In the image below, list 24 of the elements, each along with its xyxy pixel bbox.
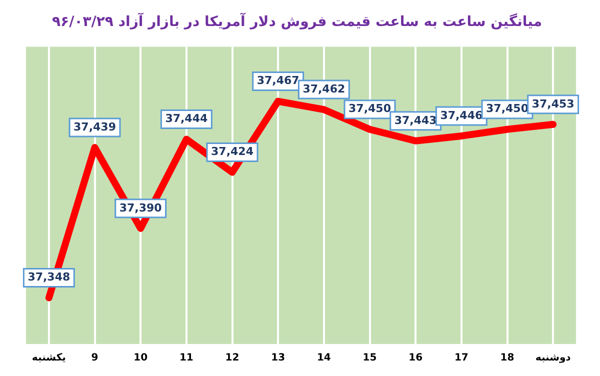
- data-label: 37,446: [440, 108, 483, 122]
- data-label: 37,348: [28, 270, 70, 284]
- data-label: 37,390: [119, 201, 162, 214]
- x-tick-label: 15: [362, 352, 377, 364]
- x-tick-label: 16: [408, 352, 423, 364]
- x-tick-label: 18: [500, 352, 514, 364]
- data-label: 37,443: [394, 114, 437, 127]
- chart-title: میانگین ساعت به ساعت قیمت فروش دلار آمریکا در بازار آزاد ۹۶/۰۳/۲۹: [52, 12, 542, 30]
- x-tick-label: 14: [316, 352, 331, 364]
- x-tick-label: 12: [225, 352, 240, 364]
- data-label: 37,424: [211, 145, 254, 158]
- data-label: 37,467: [256, 74, 300, 88]
- x-tick-label: 13: [271, 352, 286, 364]
- data-label: 37,453: [532, 97, 574, 110]
- x-tick-label: 10: [134, 352, 148, 364]
- data-label: 37,439: [74, 120, 116, 134]
- data-label: 37,450: [348, 102, 392, 116]
- x-tick-label: 11: [179, 352, 194, 364]
- data-label: 37,462: [302, 82, 346, 96]
- x-tick-label: دوشنبه: [535, 352, 571, 364]
- data-label: 37,444: [165, 112, 208, 126]
- x-tick-label: 17: [454, 352, 468, 364]
- x-tick-label: 9: [91, 352, 98, 364]
- x-tick-label: یکشنبه: [32, 352, 66, 364]
